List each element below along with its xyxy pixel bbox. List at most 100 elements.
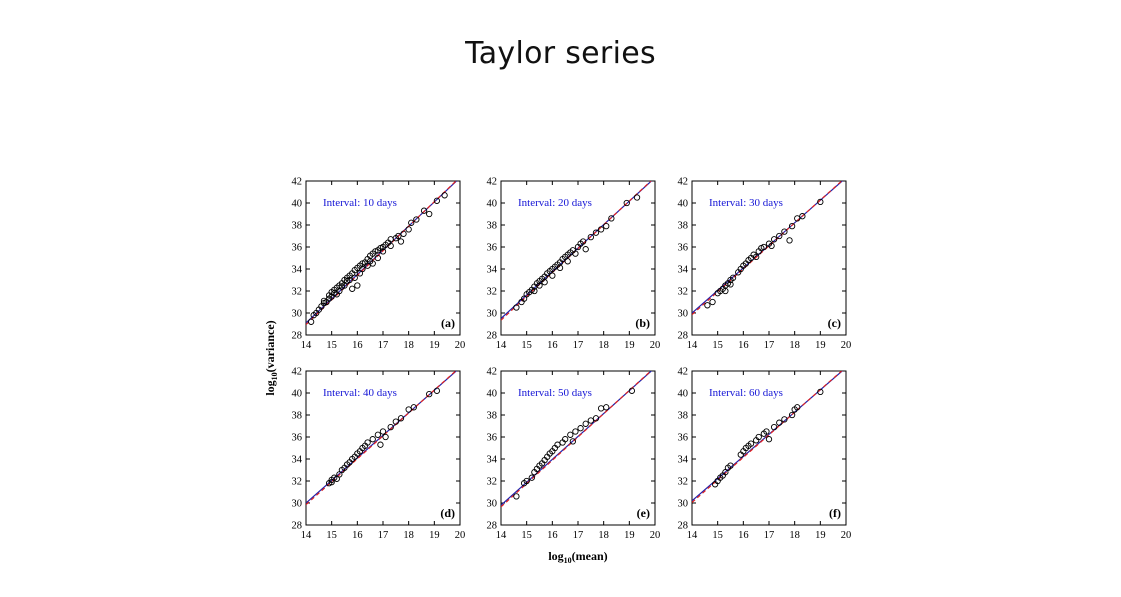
- data-point: [379, 428, 387, 435]
- data-point: [788, 411, 796, 419]
- x-tick-label: 15: [521, 530, 532, 541]
- data-point: [597, 226, 605, 233]
- data-point: [426, 210, 433, 218]
- data-point: [420, 207, 428, 214]
- data-point: [405, 226, 412, 233]
- y-tick-label: 28: [678, 331, 689, 342]
- data-point: [567, 431, 574, 438]
- y-tick-label: 34: [487, 455, 498, 466]
- y-tick-label: 34: [487, 265, 498, 276]
- data-point: [794, 404, 801, 411]
- y-tick-label: 40: [678, 389, 689, 400]
- data-point: [592, 415, 600, 422]
- data-point: [794, 215, 801, 222]
- y-tick-label: 42: [292, 367, 303, 378]
- data-point: [351, 274, 358, 281]
- data-point: [369, 260, 376, 267]
- data-point: [633, 194, 641, 201]
- y-tick-label: 38: [678, 221, 689, 232]
- data-point: [562, 436, 569, 443]
- data-point: [572, 428, 579, 435]
- x-tick-label: 15: [712, 530, 723, 541]
- y-tick-label: 30: [292, 499, 303, 510]
- x-tick-label: 14: [301, 340, 312, 351]
- data-point: [704, 302, 711, 309]
- y-tick-label: 32: [678, 287, 689, 298]
- data-point: [307, 318, 315, 325]
- data-point: [770, 236, 778, 243]
- data-point: [426, 390, 433, 398]
- data-point: [587, 233, 594, 241]
- data-point: [727, 462, 734, 469]
- y-tick-label: 34: [292, 455, 303, 466]
- x-tick-label: 20: [455, 530, 466, 541]
- data-points: [704, 198, 824, 309]
- y-tick-label: 40: [487, 389, 498, 400]
- y-tick-label: 32: [678, 477, 689, 488]
- data-point: [395, 232, 402, 240]
- y-tick-label: 40: [292, 389, 303, 400]
- x-tick-label: 18: [789, 340, 800, 351]
- data-point: [628, 387, 636, 394]
- panel-a: 14 15 16 17 18 19 20 28 30 32 34 36 38 40 42 Interval: …: [292, 177, 466, 352]
- data-point: [549, 272, 556, 279]
- data-point: [582, 420, 589, 427]
- data-point: [755, 433, 762, 441]
- y-tick-label: 30: [678, 499, 689, 510]
- x-tick-label: 17: [573, 530, 584, 541]
- data-point: [608, 215, 615, 222]
- data-point: [817, 198, 824, 206]
- interval-label: Interval: 50 days: [518, 387, 592, 399]
- data-point: [747, 440, 755, 447]
- data-point: [592, 229, 600, 236]
- data-point: [413, 216, 420, 223]
- data-point: [799, 213, 806, 220]
- y-tick-label: 36: [292, 243, 303, 254]
- data-point: [572, 250, 579, 257]
- panel-e: 14 15 16 17 18 19 20 28 30 32 34 36 38 40 42 Interval: …: [487, 367, 661, 542]
- y-tick-label: 30: [487, 499, 498, 510]
- data-point: [770, 423, 778, 431]
- data-point: [410, 404, 417, 411]
- x-tick-label: 16: [738, 530, 749, 541]
- data-point: [727, 281, 734, 288]
- y-tick-label: 28: [678, 521, 689, 532]
- data-point: [441, 192, 448, 199]
- data-point: [579, 238, 587, 245]
- y-tick-label: 32: [487, 477, 498, 488]
- x-tick-label: 19: [624, 340, 635, 351]
- data-point: [377, 441, 384, 448]
- x-tick-label: 18: [403, 530, 414, 541]
- y-tick-label: 34: [678, 455, 689, 466]
- panel-c: 14 15 16 17 18 19 20 28 30 32 34 36 38 40 42 Interval: …: [678, 177, 852, 352]
- interval-label: Interval: 10 days: [323, 197, 397, 209]
- data-point: [776, 232, 783, 240]
- data-point: [763, 428, 770, 435]
- panel-letter: (b): [635, 316, 650, 330]
- data-point: [564, 258, 571, 265]
- x-tick-label: 19: [815, 530, 826, 541]
- data-point: [541, 279, 548, 286]
- fit-line-dashed: [692, 371, 843, 503]
- y-tick-label: 36: [678, 433, 689, 444]
- data-point: [397, 238, 405, 245]
- data-point: [817, 388, 824, 396]
- x-tick-label: 18: [403, 340, 414, 351]
- panel-letter: (a): [441, 316, 455, 330]
- x-tick-label: 17: [764, 340, 775, 351]
- data-point: [364, 439, 371, 446]
- data-point: [776, 419, 783, 426]
- x-tick-label: 19: [429, 530, 440, 541]
- data-point: [397, 415, 405, 422]
- x-tick-label: 15: [326, 340, 337, 351]
- x-tick-label: 19: [815, 340, 826, 351]
- data-point: [582, 246, 589, 253]
- x-tick-label: 14: [301, 530, 312, 541]
- data-point: [709, 298, 716, 306]
- data-point: [536, 282, 543, 289]
- panel-letter: (e): [637, 506, 650, 520]
- data-point: [603, 222, 610, 230]
- y-tick-label: 36: [487, 433, 498, 444]
- data-point: [513, 304, 520, 311]
